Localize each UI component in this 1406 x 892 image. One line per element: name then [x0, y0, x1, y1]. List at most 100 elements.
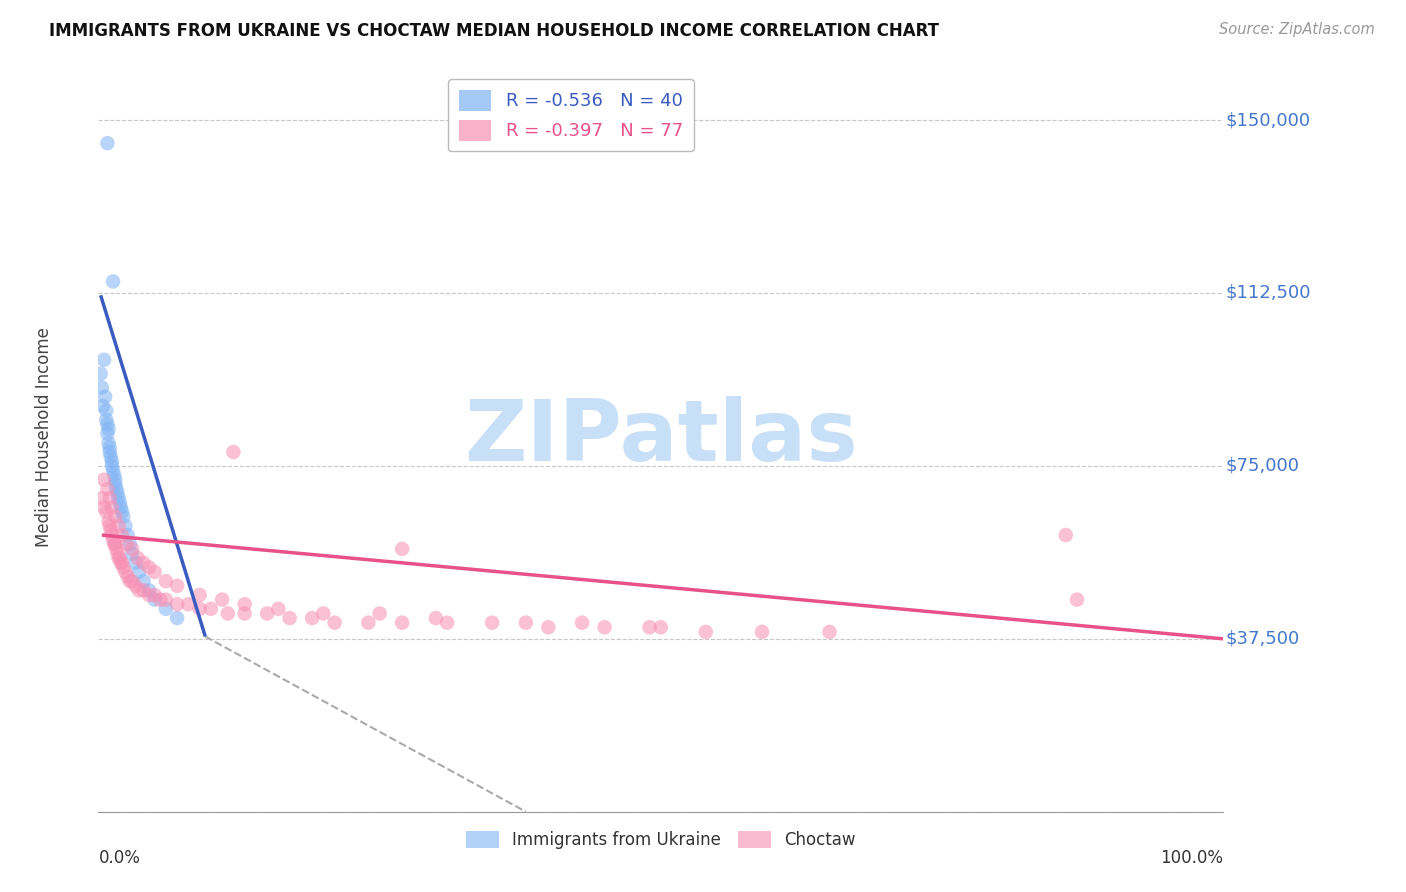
Point: [101, 463, 124, 477]
Point: [103, 468, 125, 483]
Point: [90, 491, 112, 505]
Point: [515, 615, 537, 630]
Point: [96, 505, 118, 519]
Point: [818, 624, 841, 639]
Point: [121, 547, 143, 561]
Legend: Immigrants from Ukraine, Choctaw: Immigrants from Ukraine, Choctaw: [458, 824, 863, 855]
Point: [111, 556, 134, 570]
Point: [107, 551, 129, 566]
Point: [124, 556, 146, 570]
Point: [121, 541, 143, 556]
Point: [108, 496, 131, 510]
Text: 100.0%: 100.0%: [1160, 849, 1223, 867]
Point: [115, 537, 138, 551]
Point: [101, 500, 124, 515]
Point: [200, 602, 222, 616]
Point: [638, 620, 661, 634]
Point: [96, 403, 118, 417]
Point: [278, 611, 301, 625]
Point: [107, 486, 129, 500]
Point: [105, 482, 128, 496]
Point: [114, 519, 136, 533]
Point: [132, 583, 155, 598]
Point: [138, 560, 160, 574]
Text: IMMIGRANTS FROM UKRAINE VS CHOCTAW MEDIAN HOUSEHOLD INCOME CORRELATION CHART: IMMIGRANTS FROM UKRAINE VS CHOCTAW MEDIA…: [49, 22, 939, 40]
Point: [166, 597, 188, 611]
Point: [436, 615, 458, 630]
Point: [166, 611, 188, 625]
Point: [93, 352, 115, 367]
Point: [114, 565, 136, 579]
Point: [117, 569, 139, 583]
Point: [97, 514, 120, 528]
Point: [149, 592, 172, 607]
Point: [101, 275, 124, 289]
Point: [481, 615, 503, 630]
Point: [132, 556, 155, 570]
Point: [112, 560, 135, 574]
Point: [96, 136, 118, 150]
Text: $112,500: $112,500: [1226, 284, 1310, 302]
Point: [138, 583, 160, 598]
Point: [118, 574, 141, 589]
Point: [104, 509, 127, 524]
Point: [94, 390, 117, 404]
Point: [751, 624, 773, 639]
Point: [117, 528, 139, 542]
Point: [101, 454, 124, 468]
Point: [98, 441, 121, 455]
Point: [128, 583, 150, 598]
Point: [98, 491, 121, 505]
Text: ZIPatlas: ZIPatlas: [464, 395, 858, 479]
Point: [107, 519, 129, 533]
Point: [105, 541, 128, 556]
Point: [112, 509, 135, 524]
Text: $150,000: $150,000: [1226, 112, 1310, 129]
Point: [104, 473, 127, 487]
Text: Median Household Income: Median Household Income: [35, 327, 53, 547]
Point: [233, 597, 256, 611]
Point: [571, 615, 593, 630]
Point: [90, 380, 112, 394]
Point: [312, 607, 335, 621]
Point: [256, 607, 278, 621]
Point: [1066, 592, 1088, 607]
Point: [391, 541, 413, 556]
Point: [138, 588, 160, 602]
Point: [155, 574, 177, 589]
Point: [155, 602, 177, 616]
Point: [127, 551, 149, 566]
Text: $37,500: $37,500: [1226, 630, 1299, 648]
Point: [101, 533, 124, 547]
Point: [124, 579, 146, 593]
Point: [211, 592, 233, 607]
Point: [357, 615, 380, 630]
Point: [143, 592, 166, 607]
Point: [155, 592, 177, 607]
Point: [166, 579, 188, 593]
Point: [101, 458, 124, 473]
Point: [118, 537, 141, 551]
Point: [537, 620, 560, 634]
Point: [96, 426, 118, 441]
Point: [301, 611, 323, 625]
Point: [111, 505, 134, 519]
Point: [425, 611, 447, 625]
Point: [267, 602, 290, 616]
Point: [110, 556, 132, 570]
Point: [93, 473, 115, 487]
Point: [121, 574, 143, 589]
Point: [107, 491, 129, 505]
Point: [323, 615, 346, 630]
Point: [110, 500, 132, 515]
Text: Source: ZipAtlas.com: Source: ZipAtlas.com: [1219, 22, 1375, 37]
Point: [96, 482, 118, 496]
Point: [103, 537, 125, 551]
Point: [188, 602, 211, 616]
Point: [188, 588, 211, 602]
Point: [143, 565, 166, 579]
Point: [96, 413, 118, 427]
Point: [111, 528, 134, 542]
Point: [98, 445, 121, 459]
Point: [217, 607, 239, 621]
